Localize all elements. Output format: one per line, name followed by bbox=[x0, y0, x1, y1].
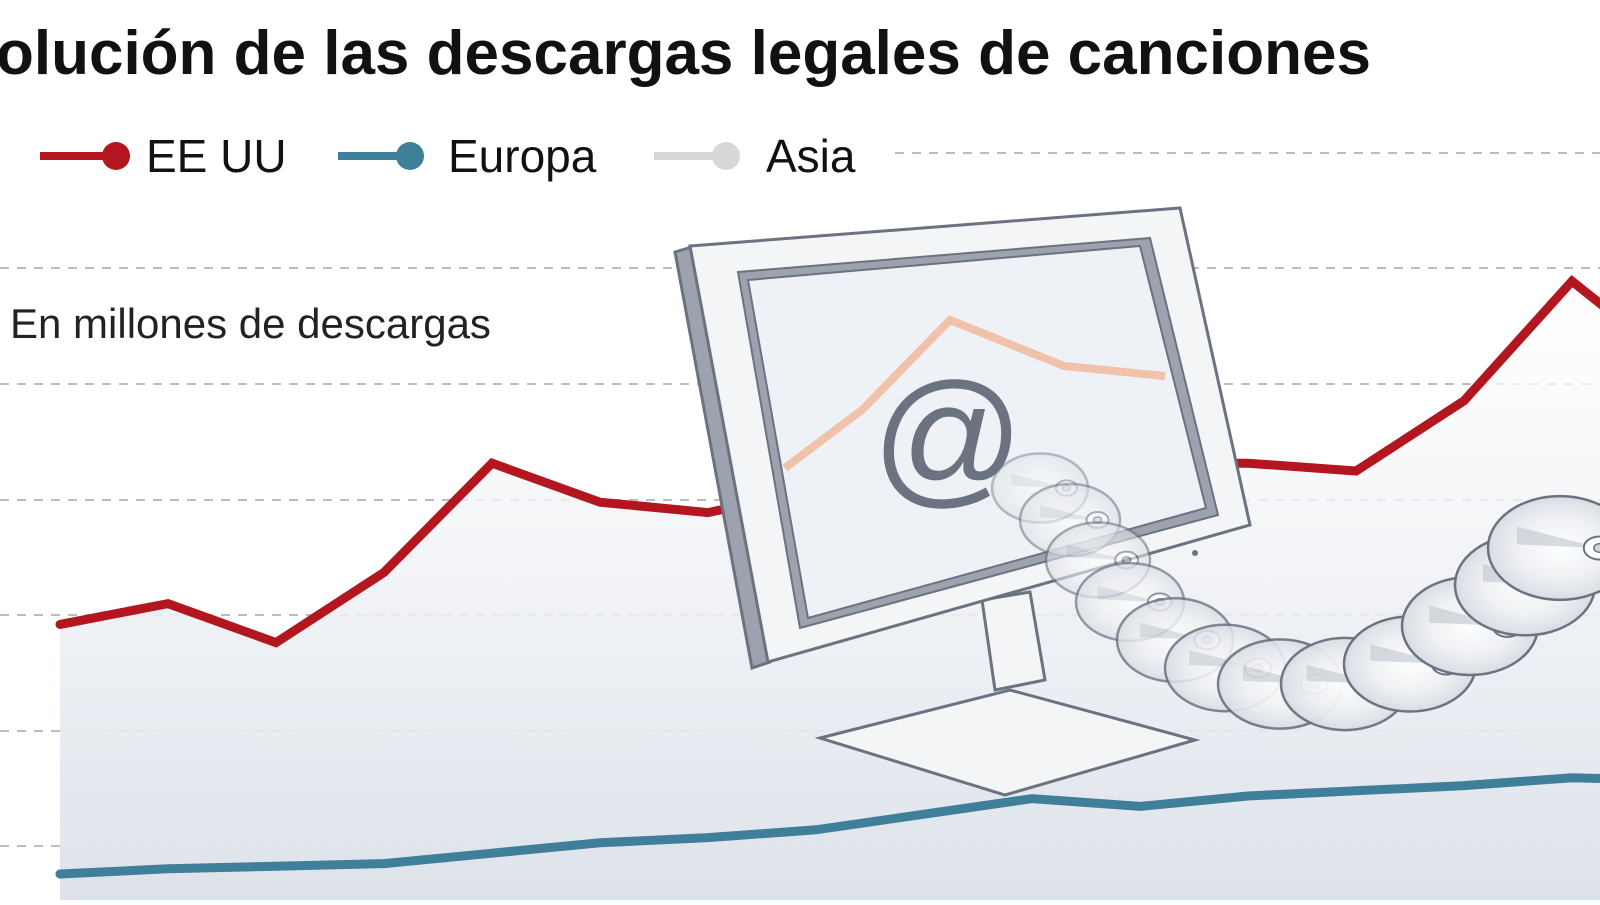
power-led-icon bbox=[1192, 550, 1198, 556]
legend-marker-asia bbox=[712, 142, 740, 170]
legend-marker-ee-uu bbox=[102, 142, 130, 170]
disc-stack-icon bbox=[990, 452, 1600, 732]
legend-item-europa: Europa bbox=[338, 130, 597, 182]
legend: EE UU Europa Asia bbox=[40, 130, 856, 182]
legend-label-asia: Asia bbox=[766, 130, 856, 182]
legend-label-europa: Europa bbox=[448, 130, 597, 182]
chart-subtitle: En millones de descargas bbox=[10, 300, 491, 347]
monitor-base bbox=[814, 688, 1201, 797]
chart-title: olución de las descargas legales de canc… bbox=[0, 19, 1371, 88]
legend-item-ee-uu: EE UU bbox=[40, 130, 287, 182]
monitor-neck bbox=[980, 590, 1047, 692]
legend-label-ee-uu: EE UU bbox=[146, 130, 287, 182]
computer-monitor-icon: @ bbox=[673, 206, 1252, 797]
legend-item-asia: Asia bbox=[654, 130, 856, 182]
legend-marker-europa bbox=[396, 142, 424, 170]
screen-line-reflection bbox=[782, 315, 1166, 472]
series-line-europa bbox=[55, 773, 1600, 879]
